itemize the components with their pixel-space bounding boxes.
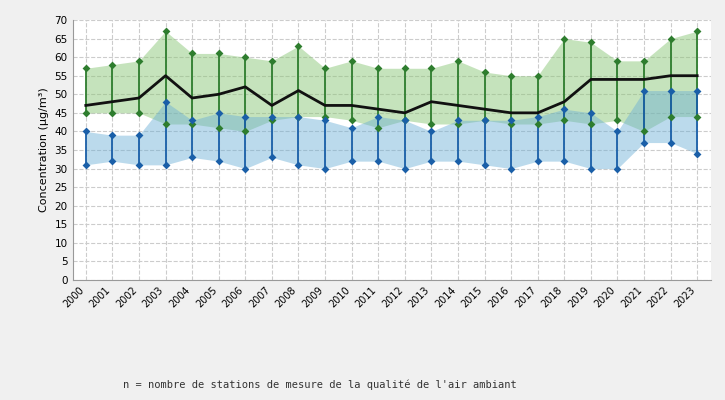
Point (80, 110, 91, 116)
Point (186, 121, 198, 127)
Point (426, 158, 437, 164)
Point (665, 87, 676, 94)
Point (346, 117, 357, 124)
Point (133, 58, 145, 64)
Point (532, 158, 544, 164)
Point (186, 117, 198, 124)
Point (213, 50, 225, 57)
Point (133, 132, 145, 138)
Point (505, 121, 517, 127)
Point (505, 117, 517, 124)
Point (346, 124, 357, 131)
Point (452, 158, 464, 164)
Point (346, 58, 357, 64)
Point (558, 158, 570, 164)
Point (373, 113, 384, 120)
Point (293, 113, 304, 120)
Point (585, 110, 597, 116)
Point (478, 117, 490, 124)
Point (612, 117, 624, 124)
Point (80, 162, 91, 168)
Point (373, 124, 384, 131)
Point (692, 113, 703, 120)
Point (266, 113, 278, 120)
Point (665, 113, 676, 120)
Point (478, 117, 490, 124)
Point (373, 158, 384, 164)
Point (665, 35, 676, 42)
Point (293, 113, 304, 120)
Point (133, 110, 145, 116)
Point (612, 165, 624, 172)
Point (186, 154, 198, 161)
Point (160, 121, 171, 127)
Point (532, 72, 544, 79)
Point (665, 139, 676, 146)
Point (452, 117, 464, 124)
Point (319, 117, 331, 124)
Point (478, 69, 490, 75)
Point (239, 54, 251, 60)
Point (213, 110, 225, 116)
Point (160, 162, 171, 168)
Point (692, 87, 703, 94)
Point (585, 121, 597, 127)
Point (585, 165, 597, 172)
Point (239, 128, 251, 135)
Point (612, 58, 624, 64)
Point (239, 165, 251, 172)
Point (558, 106, 570, 112)
Point (399, 165, 410, 172)
Point (213, 158, 225, 164)
Point (426, 121, 437, 127)
Point (107, 132, 118, 138)
Point (638, 139, 650, 146)
Point (319, 65, 331, 72)
Point (107, 158, 118, 164)
Y-axis label: Concentration (µg/m³): Concentration (µg/m³) (39, 88, 49, 212)
Point (107, 61, 118, 68)
Point (213, 124, 225, 131)
Point (133, 162, 145, 168)
Point (186, 50, 198, 57)
Point (319, 113, 331, 120)
Point (80, 65, 91, 72)
Point (505, 165, 517, 172)
Point (346, 158, 357, 164)
Point (558, 117, 570, 124)
Point (239, 113, 251, 120)
Point (638, 87, 650, 94)
Point (266, 117, 278, 124)
Point (612, 128, 624, 135)
Point (452, 58, 464, 64)
Point (293, 43, 304, 49)
Point (638, 128, 650, 135)
Point (399, 65, 410, 72)
Point (266, 154, 278, 161)
Point (426, 65, 437, 72)
Point (160, 28, 171, 34)
Point (107, 110, 118, 116)
Point (692, 150, 703, 157)
Point (585, 39, 597, 46)
Point (373, 65, 384, 72)
Point (452, 121, 464, 127)
Point (399, 117, 410, 124)
Point (532, 121, 544, 127)
Point (293, 162, 304, 168)
Point (532, 113, 544, 120)
Point (399, 117, 410, 124)
Point (160, 98, 171, 105)
Point (319, 165, 331, 172)
Point (692, 28, 703, 34)
Point (505, 72, 517, 79)
Point (426, 128, 437, 135)
Text: n = nombre de stations de mesure de la qualité de l'air ambiant: n = nombre de stations de mesure de la q… (123, 380, 517, 390)
Point (478, 162, 490, 168)
Point (638, 58, 650, 64)
Point (266, 58, 278, 64)
Point (558, 35, 570, 42)
Point (80, 128, 91, 135)
